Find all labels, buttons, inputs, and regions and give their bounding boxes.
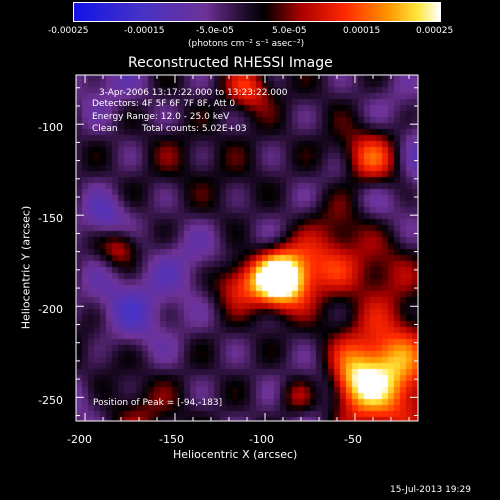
colorbar-tick-label: -5.0e-05 [196, 26, 234, 36]
x-tick-label: -150 [159, 433, 184, 446]
x-tick-label: -100 [249, 433, 274, 446]
time-range-text: 3-Apr-2006 13:17:22.000 to 13:23:22.000 [99, 88, 288, 98]
colorbar-tick-label: -0.00025 [48, 26, 89, 36]
colorbar-tick-label: 0.00025 [416, 26, 454, 36]
colorbar [73, 2, 441, 22]
y-tick-label: -100 [38, 121, 63, 134]
energy-range-text: Energy Range: 12.0 - 25.0 keV [92, 112, 230, 122]
detectors-text: Detectors: 4F 5F 6F 7F 8F, Att 0 [92, 99, 236, 109]
x-tick-label: -50 [344, 433, 362, 446]
y-tick-label: -150 [38, 212, 63, 225]
plot-title: Reconstructed RHESSI Image [128, 55, 333, 71]
colorbar-tick-label: -0.00015 [124, 26, 165, 36]
clean-text: Clean [92, 124, 118, 134]
total-counts-text: Total counts: 5.02E+03 [142, 124, 247, 134]
colorbar-tick-label: 0.00015 [343, 26, 381, 36]
colorbar-tick-label: 5.0e-05 [272, 26, 307, 36]
peak-position-text: Position of Peak = [-94,-183] [93, 398, 223, 408]
y-tick-label: -250 [38, 394, 63, 407]
colorbar-unit-label: (photons cm⁻² s⁻¹ asec⁻²) [188, 39, 305, 49]
rhessi-image [76, 75, 418, 421]
generation-timestamp: 15-Jul-2013 19:29 [390, 485, 472, 495]
x-axis-title: Heliocentric X (arcsec) [173, 448, 298, 461]
y-axis-title: Heliocentric Y (arcsec) [19, 205, 33, 330]
x-tick-label: -200 [67, 433, 92, 446]
y-tick-label: -200 [38, 303, 63, 316]
